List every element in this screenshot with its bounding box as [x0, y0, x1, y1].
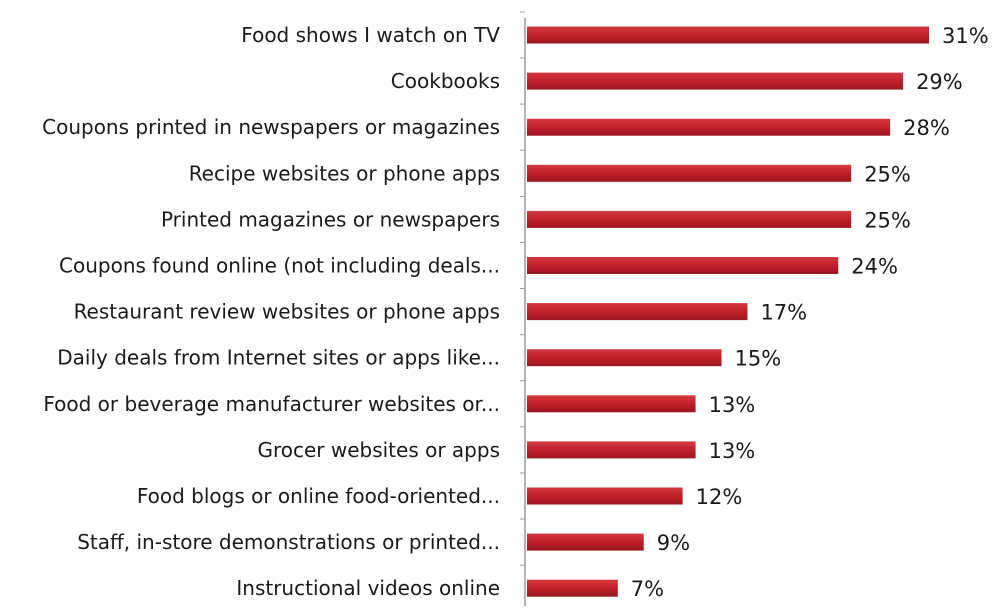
bar	[527, 26, 929, 44]
value-label: 15%	[735, 347, 782, 371]
bar	[527, 441, 696, 459]
category-label: Grocer websites or apps	[257, 438, 500, 462]
bar	[527, 210, 852, 228]
bar	[527, 579, 618, 597]
value-label: 7%	[631, 577, 664, 601]
bar	[527, 349, 722, 367]
bar	[527, 164, 852, 182]
bar	[527, 487, 683, 505]
category-label: Recipe websites or phone apps	[189, 161, 500, 185]
value-label: 28%	[903, 116, 950, 140]
category-label: Printed magazines or newspapers	[161, 207, 500, 231]
value-label: 31%	[942, 24, 989, 48]
bar	[527, 303, 748, 321]
bar	[527, 72, 904, 90]
category-label: Coupons printed in newspapers or magazin…	[42, 115, 500, 139]
bar	[527, 533, 644, 551]
category-axis-ticks	[520, 11, 525, 566]
value-label: 25%	[864, 162, 911, 186]
value-label: 9%	[657, 531, 690, 555]
value-label: 25%	[864, 208, 911, 232]
value-label: 29%	[916, 70, 963, 94]
category-label: Instructional videos online	[236, 576, 500, 600]
category-label: Food or beverage manufacturer websites o…	[43, 392, 500, 416]
bar	[527, 257, 839, 274]
category-label: Staff, in-store demonstrations or printe…	[77, 530, 500, 554]
category-label: Daily deals from Internet sites or apps …	[57, 346, 500, 370]
value-label: 13%	[709, 439, 756, 463]
value-label: 12%	[696, 485, 743, 509]
category-label: Coupons found online (not including deal…	[59, 254, 500, 278]
category-label: Food blogs or online food-oriented...	[137, 484, 500, 508]
value-label: 13%	[709, 393, 756, 417]
bar	[527, 395, 696, 413]
bar	[527, 118, 891, 136]
bars-group	[527, 26, 929, 597]
value-labels-group: 31% 29% 28% 25% 25% 24% 17% 15% 13% 13% 12%9% 7%	[631, 24, 989, 601]
value-label: 24%	[851, 255, 898, 279]
category-labels-group: Food shows I watch on TV Cookbooks Coupons…	[42, 23, 500, 600]
category-label: Restaurant review websites or phone apps	[74, 300, 500, 324]
value-label: 17%	[760, 301, 807, 325]
category-label: Food shows I watch on TV	[241, 23, 500, 47]
category-label: Cookbooks	[391, 69, 500, 93]
